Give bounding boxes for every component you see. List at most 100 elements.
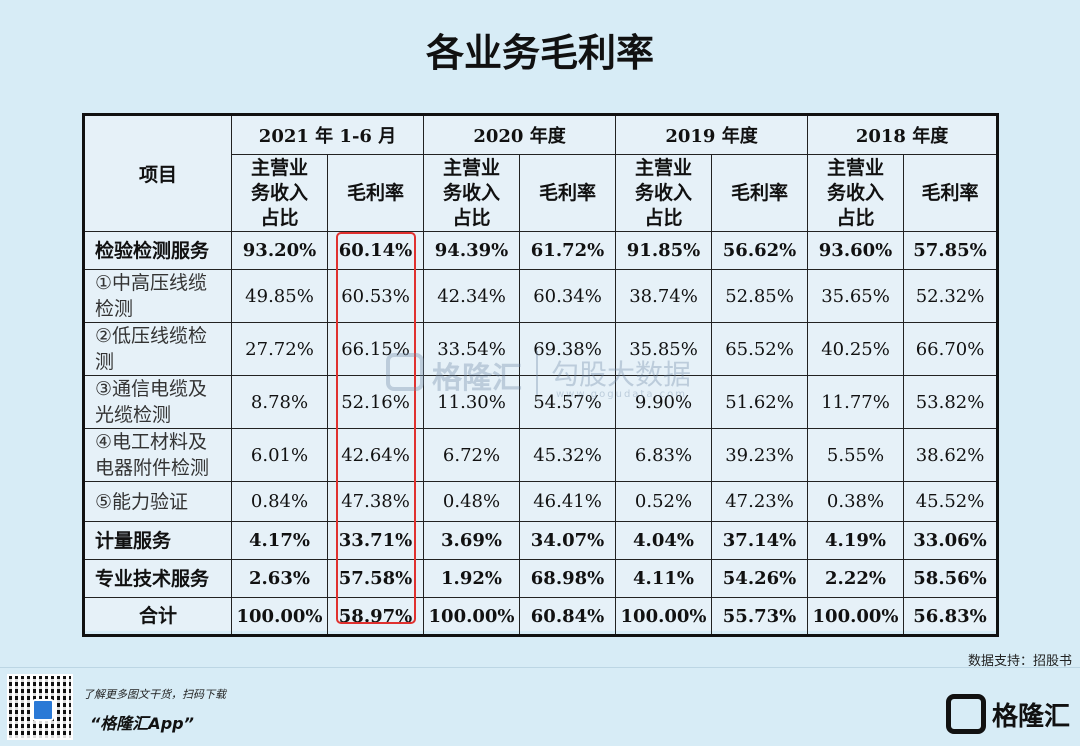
row-label-line: 测 (95, 351, 115, 373)
table-row: ②低压线缆检测 27.72% 66.15% 33.54% 69.38% 35.85% 65.… (83, 322, 999, 376)
gross-margin-table: 项目 2021 年 1-6 月 2020 年度 2019 年度 2018 年度 … (82, 113, 1000, 637)
gross-margin-cell: 65.52% (711, 322, 809, 376)
revenue-share-cell: 11.30% (423, 375, 521, 429)
revenue-share-cell: 5.55% (807, 428, 905, 482)
gross-margin-cell: 55.73% (711, 597, 809, 636)
promo-app-name: “格隆汇App” (90, 714, 194, 733)
table-row: ④电工材料及 电器附件检测 6.01% 42.64% 6.72% 45.32% 6.83% 3… (83, 428, 999, 482)
revenue-share-cell: 0.48% (423, 481, 521, 522)
revenue-share-cell: 93.60% (807, 231, 905, 270)
table-body: 检验检测服务 93.20% 60.14% 94.39% 61.72% 91.85% 56.6… (83, 231, 999, 636)
header-line: 主营业 (250, 156, 308, 179)
gross-margin-header: 毛利率 (519, 154, 617, 232)
table-row: 合计 100.00% 58.97% 100.00% 60.84% 100.00% 55.73… (83, 597, 999, 636)
revenue-share-cell: 42.34% (423, 269, 521, 323)
row-label-line: 合计 (138, 605, 177, 627)
gross-margin-cell: 58.56% (903, 559, 999, 598)
revenue-share-cell: 100.00% (231, 597, 328, 636)
row-label-line: ②低压线缆检 (95, 325, 208, 347)
revenue-share-cell: 6.72% (423, 428, 521, 482)
header-line: 务收入 (250, 181, 308, 204)
revenue-share-cell: 49.85% (231, 269, 328, 323)
gross-margin-cell: 33.06% (903, 521, 999, 560)
gross-margin-cell: 42.64% (326, 428, 425, 482)
gross-margin-cell: 69.38% (519, 322, 617, 376)
gross-margin-cell: 60.34% (519, 269, 617, 323)
qr-code-icon[interactable] (7, 674, 73, 740)
row-label: ③通信电缆及 光缆检测 (83, 375, 232, 429)
revenue-share-cell: 94.39% (423, 231, 521, 270)
data-source: 数据支持：招股书 (967, 654, 1072, 669)
header-line: 务收入 (827, 181, 885, 204)
header-line: 占比 (260, 206, 299, 229)
footer-divider (0, 667, 1080, 668)
row-label: ②低压线缆检测 (83, 322, 232, 376)
gross-margin-cell: 52.85% (711, 269, 809, 323)
gross-margin-cell: 33.71% (326, 521, 425, 560)
gross-margin-table-container: 项目 2021 年 1-6 月 2020 年度 2019 年度 2018 年度 … (82, 113, 1000, 637)
gross-margin-cell: 68.98% (519, 559, 617, 598)
item-header: 项目 (83, 114, 232, 232)
gross-margin-cell: 45.32% (519, 428, 617, 482)
revenue-share-header: 主营业 务收入 占比 (807, 154, 905, 232)
period-header: 2021 年 1-6 月 (230, 114, 425, 155)
revenue-share-cell: 0.38% (807, 481, 905, 522)
period-header: 2019 年度 (615, 114, 809, 155)
gross-margin-cell: 60.84% (519, 597, 617, 636)
row-label-line: ③通信电缆及 (95, 378, 208, 400)
table-row: 专业技术服务 2.63% 57.58% 1.92% 68.98% 4.11% 54.26% 2… (83, 559, 999, 598)
revenue-share-cell: 4.17% (231, 521, 328, 560)
revenue-share-cell: 6.83% (615, 428, 713, 482)
gross-margin-cell: 57.85% (903, 231, 999, 270)
row-label-line: 检测 (95, 298, 134, 320)
revenue-share-cell: 2.63% (231, 559, 328, 598)
row-label-line: ④电工材料及 (95, 431, 208, 453)
revenue-share-cell: 9.90% (615, 375, 713, 429)
gross-margin-cell: 52.32% (903, 269, 999, 323)
gross-margin-cell: 47.23% (711, 481, 809, 522)
gross-margin-cell: 57.58% (326, 559, 425, 598)
sub-header-row: 主营业 务收入 占比 毛利率 主营业 务收入 占比 毛利率 主营业 务收入 占比 毛利率 主营业 务收入占… (84, 154, 999, 232)
row-label: ⑤能力验证 (83, 481, 232, 522)
row-label: 专业技术服务 (83, 559, 232, 598)
revenue-share-cell: 1.92% (423, 559, 521, 598)
row-label: ④电工材料及 电器附件检测 (83, 428, 232, 482)
gross-margin-cell: 45.52% (903, 481, 999, 522)
header-line: 务收入 (635, 181, 693, 204)
header-line: 主营业 (443, 156, 501, 179)
revenue-share-header: 主营业 务收入 占比 (615, 154, 713, 232)
table-row: ①中高压线缆 检测 49.85% 60.53% 42.34% 60.34% 38.74% 52… (83, 269, 999, 323)
gross-margin-cell: 39.23% (711, 428, 809, 482)
revenue-share-cell: 35.85% (615, 322, 713, 376)
header-line: 主营业 (635, 156, 693, 179)
revenue-share-cell: 100.00% (807, 597, 905, 636)
header-line: 主营业 (827, 156, 885, 179)
gross-margin-cell: 60.53% (326, 269, 425, 323)
row-label: 计量服务 (83, 521, 232, 560)
brand-name: 格隆汇 (992, 702, 1071, 732)
gross-margin-cell: 37.14% (711, 521, 809, 560)
revenue-share-cell: 8.78% (231, 375, 328, 429)
revenue-share-cell: 6.01% (231, 428, 328, 482)
brand-logo: 格隆汇 (946, 690, 1074, 738)
gross-margin-cell: 54.26% (711, 559, 809, 598)
gross-margin-cell: 61.72% (519, 231, 617, 270)
gross-margin-cell: 60.14% (326, 231, 425, 270)
qr-logo-icon (32, 699, 54, 721)
row-label-line: 专业技术服务 (95, 567, 210, 590)
row-label-line: ①中高压线缆 (95, 272, 208, 294)
table-row: ③通信电缆及 光缆检测 8.78% 52.16% 11.30% 54.57% 9.90% 51… (83, 375, 999, 429)
gross-margin-cell: 47.38% (326, 481, 425, 522)
promo-text: 了解更多图文干货，扫码下载 (83, 688, 226, 701)
revenue-share-cell: 38.74% (615, 269, 713, 323)
row-label-line: 光缆检测 (95, 404, 172, 426)
gross-margin-cell: 51.62% (711, 375, 809, 429)
gross-margin-header: 毛利率 (711, 154, 809, 232)
revenue-share-cell: 40.25% (807, 322, 905, 376)
revenue-share-cell: 11.77% (807, 375, 905, 429)
row-label-line: 检验检测服务 (95, 239, 210, 262)
revenue-share-cell: 100.00% (423, 597, 521, 636)
gross-margin-cell: 56.83% (903, 597, 999, 636)
revenue-share-cell: 2.22% (807, 559, 905, 598)
period-header: 2018 年度 (807, 114, 999, 155)
